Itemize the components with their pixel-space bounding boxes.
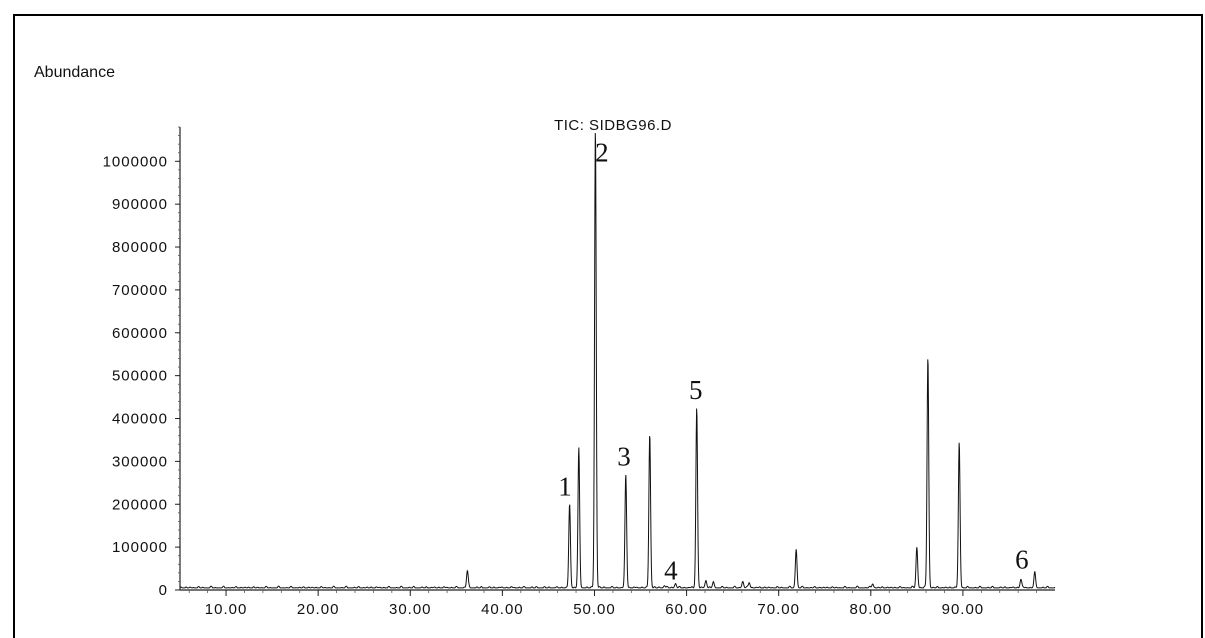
y-tick-label: 1000000: [103, 153, 168, 170]
y-tick-label: 400000: [112, 411, 168, 428]
y-tick-label: 300000: [112, 453, 168, 470]
peak-annotation: 4: [664, 555, 678, 585]
x-tick-label: 90.00: [942, 601, 985, 618]
y-tick-label: 500000: [112, 368, 168, 385]
x-tick-label: 10.00: [205, 601, 248, 618]
y-tick-label: 0: [159, 582, 168, 599]
chart-title: TIC: SIDBG96.D: [554, 117, 672, 134]
x-tick-label: 20.00: [297, 601, 340, 618]
peak-annotation: 3: [617, 442, 631, 472]
x-tick-label: 30.00: [389, 601, 432, 618]
y-axis-label: Abundance: [34, 64, 115, 81]
peak-annotation: 1: [558, 472, 572, 502]
peak-annotation: 5: [689, 375, 703, 405]
y-tick-label: 800000: [112, 239, 168, 256]
peak-annotation: 2: [595, 137, 609, 167]
y-tick-label: 100000: [112, 539, 168, 556]
x-tick-label: 50.00: [573, 601, 616, 618]
y-tick-label: 600000: [112, 325, 168, 342]
x-tick-label: 70.00: [757, 601, 800, 618]
x-tick-label: 80.00: [850, 601, 893, 618]
x-tick-label: 60.00: [665, 601, 708, 618]
y-tick-label: 200000: [112, 496, 168, 513]
tic-trace: [180, 133, 1055, 588]
x-tick-label: 40.00: [481, 601, 524, 618]
y-tick-label: 900000: [112, 196, 168, 213]
peak-annotation: 6: [1015, 545, 1029, 575]
y-tick-label: 700000: [112, 282, 168, 299]
